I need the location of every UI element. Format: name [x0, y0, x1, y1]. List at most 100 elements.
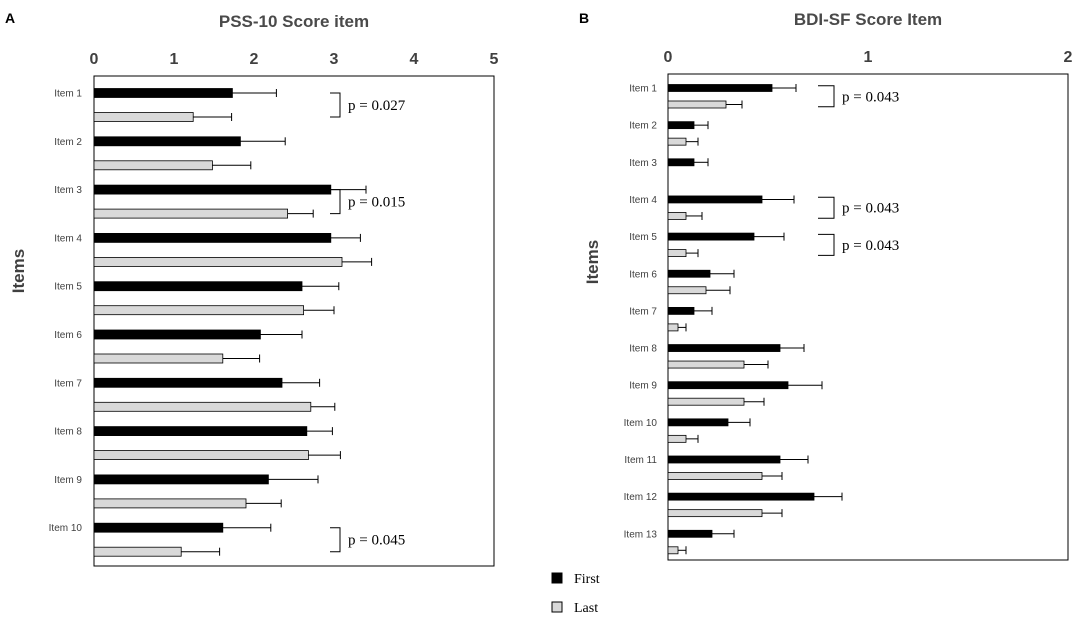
panel-a-bar-last	[93, 256, 343, 267]
panel-b-bar-first	[667, 158, 695, 167]
panel-b-bar-first	[667, 455, 781, 464]
panel-a-plot-frame	[93, 75, 495, 567]
panel-b-category-label: Item 6	[629, 269, 657, 280]
panel-b-bar-first	[667, 492, 815, 501]
panel-b-significance-bracket	[818, 233, 835, 256]
panel-a-category-label: Item 2	[54, 137, 82, 148]
panel-a-x-tick-label: 2	[250, 51, 259, 68]
panel-b-annotations: p = 0.043 p = 0.043 p = 0.043	[818, 85, 899, 256]
panel-a-bar-first	[93, 88, 233, 98]
panel-a-bar-last	[93, 498, 247, 509]
panel-b-bar-last	[667, 360, 745, 369]
panel-b-bar-first	[667, 344, 781, 352]
panel-a-p-value-annotation: p = 0.027	[348, 98, 406, 114]
panel-b-p-value-annotation: p = 0.043	[842, 201, 899, 217]
panel-a-category-label: Item 3	[54, 185, 82, 196]
panel-b-title: BDI-SF Score Item	[794, 10, 942, 29]
panel-b-letter: B	[579, 10, 589, 26]
panel-b-bar-first	[667, 418, 729, 427]
panel-a-category-label: Item 4	[54, 233, 82, 244]
panel-a-letter: A	[5, 10, 15, 26]
panel-b-category-label: Item 12	[624, 492, 658, 503]
panel-a-x-tick-label: 1	[170, 51, 179, 68]
panel-a-bar-last	[93, 160, 213, 171]
panel-a-bar-last	[93, 208, 289, 219]
panel-b-category-label: Item 9	[629, 381, 657, 392]
panel-a-bar-last	[93, 112, 194, 122]
panel-b-bar-last	[667, 137, 687, 146]
panel-b-category-label: Item 5	[629, 232, 657, 243]
panel-a-y-axis-label: Items	[9, 249, 28, 293]
panel-b-category-label: Item 13	[624, 529, 658, 540]
panel-b-bar-first	[667, 84, 773, 92]
panel-a-bar-first	[93, 232, 332, 243]
panel-b-x-ticks: 0 1 2	[664, 49, 1073, 66]
legend-last-swatch	[551, 601, 563, 613]
panel-b-p-value-annotation: p = 0.043	[842, 238, 899, 254]
panel-b-x-tick-label: 1	[864, 49, 873, 66]
legend-first-swatch	[551, 572, 563, 584]
panel-b-bar-first	[667, 232, 755, 241]
panel-b-category-label: Item 7	[629, 306, 657, 317]
panel-b-category-label: Item 10	[624, 418, 658, 429]
panel-b-plot-frame	[667, 73, 1069, 561]
panel-a-bars	[93, 88, 373, 557]
panel-a-category-label: Item 8	[54, 427, 82, 438]
legend-last-label: Last	[574, 601, 598, 616]
panel-a-annotations: p = 0.027 p = 0.015 p = 0.045	[330, 92, 406, 553]
panel-a-x-tick-label: 3	[330, 51, 339, 68]
panel-b-category-label: Item 1	[629, 84, 657, 95]
panel-b-bars	[667, 84, 843, 555]
panel-b-significance-bracket	[818, 85, 835, 108]
panel-b-significance-bracket	[818, 196, 835, 219]
panel-b-bar-last	[667, 323, 679, 332]
panel-b-bar-first	[667, 306, 695, 315]
panel-b-p-value-annotation: p = 0.043	[842, 89, 899, 105]
panel-a-bar-first	[93, 474, 269, 485]
panel-a-category-label: Item 6	[54, 330, 82, 341]
panel-b-category-label: Item 11	[624, 455, 657, 466]
panel-a-category-label: Item 9	[54, 475, 82, 486]
panel-a-bar-last	[93, 401, 312, 412]
panel-b-x-tick-label: 2	[1064, 49, 1073, 66]
panel-a-bar-first	[93, 329, 261, 340]
panel-a-x-tick-label: 0	[90, 51, 99, 68]
legend: First Last	[551, 572, 600, 616]
panel-b-bar-last	[667, 472, 763, 480]
panel-a-bar-last	[93, 450, 309, 461]
panel-a-bar-first	[93, 281, 303, 292]
panel-b-bar-last	[667, 509, 763, 518]
panel-b-category-label: Item 2	[629, 121, 657, 132]
panel-b-bar-first	[667, 269, 711, 278]
panel-a-category-label: Item 7	[54, 378, 82, 389]
panel-b-bar-first	[667, 195, 763, 204]
panel-a-bar-last	[93, 353, 224, 364]
panel-a-significance-bracket	[330, 92, 341, 118]
panel-b-x-tick-label: 0	[664, 49, 673, 66]
panel-b-bar-first	[667, 121, 695, 130]
panel-a-bar-first	[93, 426, 308, 437]
panel-b-category-label: Item 3	[629, 158, 657, 169]
panel-a-bar-first	[93, 522, 224, 533]
panel-b-bar-first	[667, 529, 713, 538]
panel-a-x-ticks: 0 1 2 3 4 5	[90, 51, 499, 68]
panel-b-category-label: Item 4	[629, 195, 657, 206]
panel-b-bar-last	[667, 100, 727, 109]
panel-a-bar-first	[93, 136, 241, 147]
panel-a-bar-first	[93, 184, 332, 195]
panel-b-bar-last	[667, 546, 679, 555]
panel-b-categories: Item 1 Item 2 Item 3 Item 4 Item 5 Item 6 Item…	[624, 84, 658, 541]
panel-a-p-value-annotation: p = 0.045	[348, 533, 405, 549]
panel-a-title: PSS-10 Score item	[219, 12, 369, 31]
panel-a-p-value-annotation: p = 0.015	[348, 195, 405, 211]
panel-b-bar-first	[667, 381, 789, 390]
panel-b-bar-last	[667, 397, 745, 406]
panel-a-x-tick-label: 5	[490, 51, 499, 68]
panel-a-category-label: Item 10	[49, 523, 83, 534]
panel-a-category-label: Item 5	[54, 282, 82, 293]
panel-a-x-tick-label: 4	[410, 51, 419, 68]
panel-a-bar-first	[93, 377, 283, 388]
